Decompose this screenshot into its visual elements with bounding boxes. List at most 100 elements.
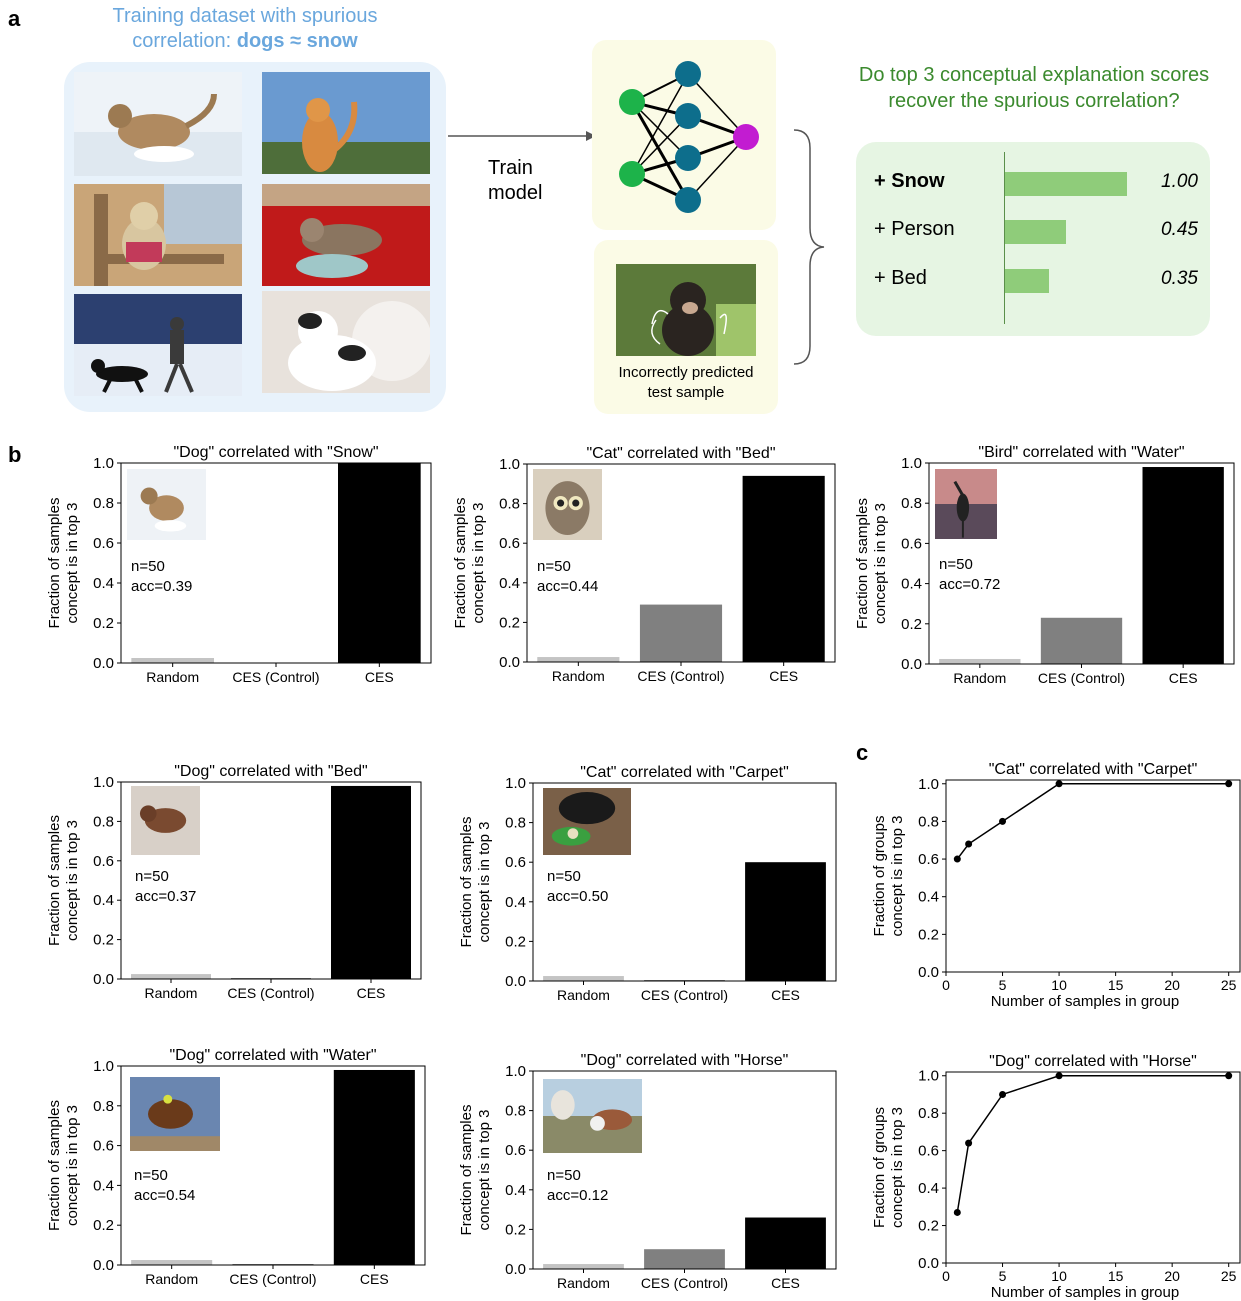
chart-annotation: n=50 bbox=[547, 1167, 581, 1184]
y-tick-label: 1.0 bbox=[505, 775, 526, 792]
y-tick-label: 0.6 bbox=[918, 851, 939, 868]
input-node-1 bbox=[619, 89, 645, 115]
y-tick-label: 0.8 bbox=[901, 495, 922, 512]
y-tick-label: 0.6 bbox=[918, 1143, 939, 1160]
y-axis-label: Fraction of samplesconcept is in top 3 bbox=[854, 498, 889, 629]
score-bar bbox=[1005, 220, 1066, 244]
y-tick-label: 0.6 bbox=[499, 535, 520, 552]
y-axis-label: Fraction of samplesconcept is in top 3 bbox=[458, 1105, 493, 1236]
bar-random bbox=[939, 658, 1021, 664]
plot-frame bbox=[532, 1070, 837, 1270]
y-tick-label: 0.8 bbox=[499, 496, 520, 513]
y-axis-label: Fraction of samplesconcept is in top 3 bbox=[46, 1100, 81, 1231]
chart-6: "Dog" correlated with "Water" Fraction of… bbox=[46, 1047, 426, 1287]
train-label-line1: Train bbox=[488, 157, 533, 179]
curly-brace bbox=[793, 129, 825, 365]
x-tick-label: CES bbox=[771, 1275, 800, 1291]
dataset-photo-snow-dog-1 bbox=[74, 72, 242, 176]
cat-photo bbox=[533, 469, 602, 540]
bar-ces bbox=[338, 463, 421, 663]
y-tick-label: 0.4 bbox=[918, 889, 939, 906]
chart-title: "Dog" correlated with "Horse" bbox=[989, 1053, 1197, 1070]
score-label: + Bed bbox=[874, 267, 927, 289]
y-tick-label: 1.0 bbox=[901, 455, 922, 472]
x-tick-label: Random bbox=[953, 670, 1006, 686]
question-text: Do top 3 conceptual explanation scores r… bbox=[826, 62, 1241, 114]
dataset-title-prefix: correlation: bbox=[132, 30, 232, 52]
plot-frame bbox=[120, 781, 422, 980]
y-tick-label: 0.0 bbox=[505, 1261, 526, 1278]
y-axis-label: Fraction of samplesconcept is in top 3 bbox=[46, 815, 81, 946]
bar-ces bbox=[745, 862, 826, 981]
x-tick-label: 20 bbox=[1164, 977, 1180, 993]
score-bar bbox=[1005, 172, 1127, 196]
x-tick-label: Random bbox=[552, 668, 605, 684]
dataset-title-line1: Training dataset with spurious bbox=[112, 5, 378, 27]
y-tick-label: 0.2 bbox=[93, 615, 114, 632]
data-point bbox=[1055, 780, 1063, 788]
heron-photo bbox=[935, 469, 997, 539]
x-tick-label: Random bbox=[145, 1271, 198, 1287]
bar-random bbox=[537, 657, 620, 662]
x-tick-label: 0 bbox=[942, 977, 950, 993]
chart-1: "Dog" correlated with "Snow" Fraction of … bbox=[46, 444, 432, 685]
y-tick-label: 0.6 bbox=[505, 1142, 526, 1159]
y-tick-label: 0.0 bbox=[918, 964, 939, 981]
y-tick-label: 0.2 bbox=[499, 614, 520, 631]
y-tick-label: 0.8 bbox=[505, 815, 526, 832]
cat-carpet-photo bbox=[543, 788, 631, 855]
data-point bbox=[999, 1090, 1007, 1098]
chart-2: "Cat" correlated with "Bed" Fraction of s… bbox=[452, 445, 836, 684]
y-axis-label: Fraction of groupsconcept is in top 3 bbox=[871, 1107, 906, 1228]
chart-annotation: n=50 bbox=[131, 558, 165, 575]
y-tick-label: 0.8 bbox=[93, 813, 114, 830]
snow-dog-photo bbox=[127, 469, 206, 540]
x-tick-label: CES bbox=[365, 669, 394, 685]
chart-3: "Bird" correlated with "Water" Fraction o… bbox=[854, 444, 1235, 686]
plot-frame bbox=[945, 779, 1241, 973]
score-label: + Snow bbox=[874, 170, 945, 192]
x-tick-label: CES (Control) bbox=[229, 1271, 316, 1287]
test-caption-line1: Incorrectly predicted bbox=[618, 364, 754, 381]
dataset-photo-skier-dog bbox=[74, 294, 242, 396]
dataset-title-line2: correlation: dogs ≈ snow bbox=[70, 29, 420, 54]
y-tick-label: 0.0 bbox=[93, 971, 114, 988]
hidden-node-3 bbox=[675, 145, 701, 171]
chart-9: "Dog" correlated with "Horse" Fraction of… bbox=[871, 1053, 1241, 1301]
chart-8: "Cat" correlated with "Carpet" Fraction o… bbox=[871, 761, 1241, 1010]
x-tick-label: 15 bbox=[1108, 1268, 1124, 1284]
train-label-line2: model bbox=[488, 182, 543, 204]
panel-a-letter: a bbox=[8, 6, 21, 31]
y-tick-label: 0.4 bbox=[505, 1182, 526, 1199]
bar-random bbox=[131, 658, 214, 663]
chart-title: "Dog" correlated with "Snow" bbox=[173, 444, 378, 461]
x-axis-label: Number of samples in group bbox=[991, 1284, 1179, 1301]
x-tick-label: CES bbox=[769, 668, 798, 684]
bar-ces-control- bbox=[639, 604, 723, 662]
output-node bbox=[733, 124, 759, 150]
train-model-label: Train model bbox=[488, 156, 542, 206]
y-tick-label: 0.4 bbox=[901, 576, 922, 593]
y-axis-label: Fraction of groupsconcept is in top 3 bbox=[871, 816, 906, 937]
y-tick-label: 0.4 bbox=[499, 575, 520, 592]
y-tick-label: 1.0 bbox=[93, 455, 114, 472]
x-tick-label: CES bbox=[357, 985, 386, 1001]
x-tick-label: Random bbox=[557, 1275, 610, 1291]
score-label: + Person bbox=[874, 218, 955, 240]
x-tick-label: 20 bbox=[1164, 1268, 1180, 1284]
test-sample-caption: Incorrectly predicted test sample bbox=[596, 363, 776, 403]
chart-annotation: acc=0.54 bbox=[134, 1187, 195, 1204]
plot-frame bbox=[945, 1071, 1241, 1264]
chart-title: "Dog" correlated with "Water" bbox=[169, 1047, 376, 1064]
question-line2: recover the spurious correlation? bbox=[888, 90, 1180, 112]
y-tick-label: 0.0 bbox=[505, 973, 526, 990]
chart-annotation: n=50 bbox=[135, 868, 169, 885]
chart-title: "Cat" correlated with "Carpet" bbox=[989, 761, 1198, 778]
y-tick-label: 0.2 bbox=[918, 1218, 939, 1235]
y-tick-label: 0.2 bbox=[93, 1217, 114, 1234]
dataset-title: Training dataset with spurious correlati… bbox=[70, 4, 420, 54]
chart-annotation: acc=0.44 bbox=[537, 578, 598, 595]
y-tick-label: 0.6 bbox=[93, 535, 114, 552]
y-tick-label: 0.8 bbox=[93, 1098, 114, 1115]
